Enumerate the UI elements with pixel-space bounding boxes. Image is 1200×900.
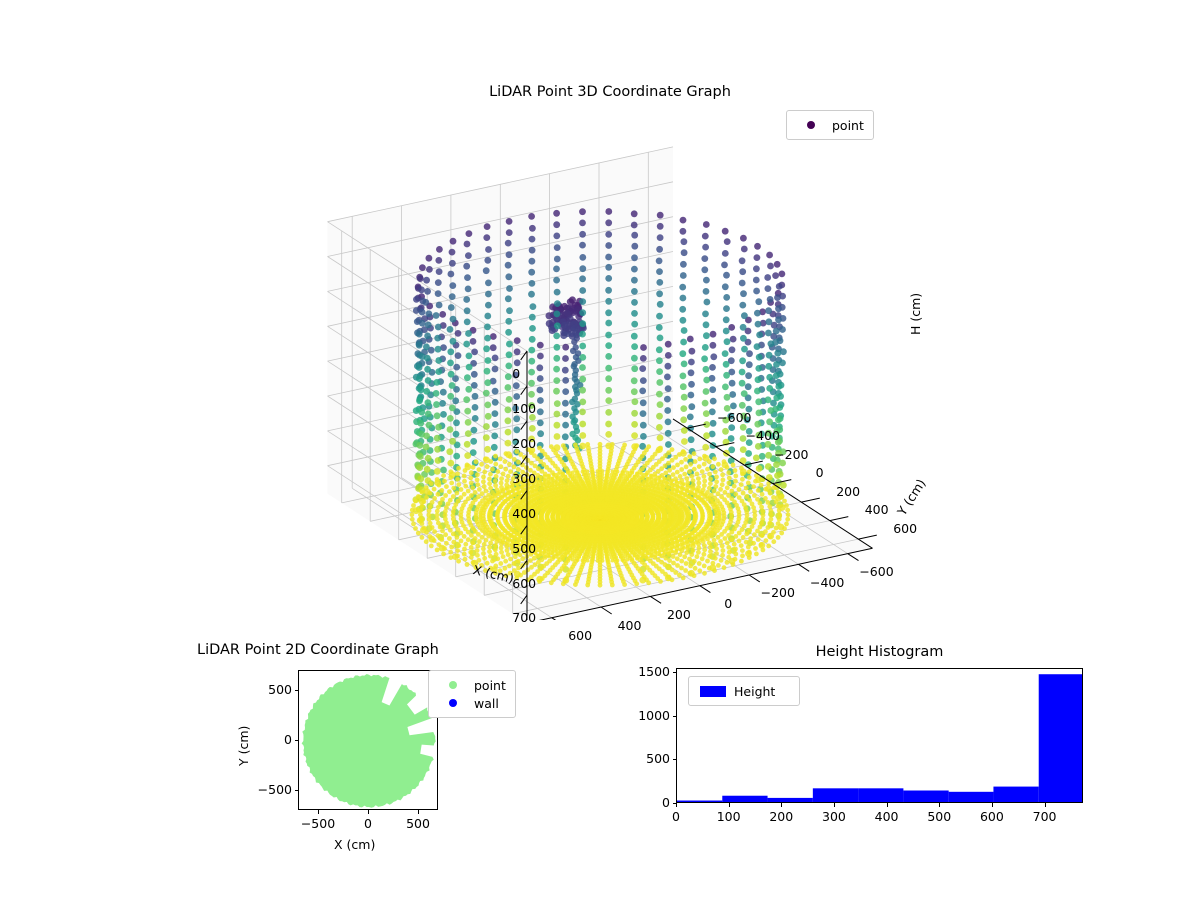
tick-label-y-2d-0: 500	[268, 682, 292, 697]
tick-label-x-2d-1: 0	[364, 816, 372, 831]
tick-label-y-2d-2: −500	[257, 782, 292, 797]
tick-y-4: 200	[666, 606, 691, 622]
tick-x-hist-4	[886, 803, 888, 807]
legend-circle-icon	[436, 699, 470, 707]
legend-item-height: Height	[696, 682, 792, 700]
panel-lidar-2d: LiDAR Point 2D Coordinate Graph X (cm) Y…	[197, 640, 540, 870]
tick-label-y-2d-1: 0	[284, 732, 292, 747]
lidar-3d-scatter-canvas	[327, 146, 877, 620]
tick-y-hist-2	[672, 715, 676, 717]
tick-x-1: −400	[745, 428, 780, 444]
tick-label-x-2d-0: −500	[300, 816, 336, 831]
tick-y-2: −200	[760, 585, 795, 601]
tick-label-x-hist-5: 500	[927, 809, 952, 824]
tick-z-4: 400	[512, 505, 537, 521]
tick-label-x-hist-7: 700	[1032, 809, 1057, 824]
tick-label-y-hist-0: 0	[662, 795, 670, 810]
legend-item-point: point	[436, 676, 508, 694]
tick-x-hist-7	[1044, 803, 1046, 807]
tick-y-2d-1	[294, 740, 298, 741]
tick-x-2d-0	[318, 810, 319, 814]
tick-z-5: 500	[512, 540, 537, 556]
tick-z-1: 100	[512, 401, 537, 417]
tick-x-hist-5	[939, 803, 941, 807]
tick-label-y-hist-1: 500	[646, 751, 670, 767]
tick-y-hist-0	[672, 803, 676, 804]
tick-y-hist-3	[672, 672, 676, 674]
legend-label: point	[832, 117, 864, 133]
tick-x-2d-1	[368, 810, 369, 814]
tick-y-2d-0	[294, 690, 298, 691]
tick-label-x-hist-4: 400	[874, 809, 899, 824]
legend-2d: point wall	[428, 670, 516, 718]
tick-x-hist-2	[781, 803, 783, 807]
panel-lidar-3d: LiDAR Point 3D Coordinate Graph point X …	[300, 84, 929, 643]
tick-z-6: 600	[512, 575, 537, 591]
tick-x-5: 400	[864, 502, 889, 518]
tick-y-0: −600	[859, 564, 894, 580]
legend-item-wall: wall	[436, 694, 508, 712]
tick-x-hist-1	[728, 803, 730, 807]
tick-x-2: −200	[774, 446, 809, 462]
legend-circle-icon	[794, 121, 828, 129]
axis-label-x-2d: X (cm)	[334, 837, 376, 852]
tick-label-x-hist-3: 300	[822, 809, 846, 824]
tick-label-x-hist-2: 200	[769, 809, 794, 824]
tick-label-y-hist-3: 1500	[638, 664, 670, 680]
axis-label-z-3d: H (cm)	[908, 292, 923, 335]
tick-y-1: −400	[809, 574, 845, 590]
tick-label-x-hist-0: 0	[672, 809, 680, 824]
panel-hist-title: Height Histogram	[815, 644, 944, 660]
tick-y-2d-2	[294, 790, 298, 791]
lidar-2d-plot-area	[298, 670, 438, 810]
legend-label: wall	[474, 695, 499, 711]
tick-label-x-hist-6: 600	[979, 809, 1004, 824]
tick-x-hist-0	[676, 803, 677, 807]
legend-3d: point	[786, 110, 874, 140]
panel-2d-title: LiDAR Point 2D Coordinate Graph	[197, 642, 439, 658]
tick-z-0: 0	[512, 366, 521, 382]
tick-x-6: 600	[893, 520, 918, 536]
panel-3d-title: LiDAR Point 3D Coordinate Graph	[489, 84, 731, 100]
tick-z-2: 200	[512, 436, 537, 452]
tick-z-7: 700	[512, 610, 537, 626]
legend-label: Height	[734, 683, 776, 699]
tick-y-5: 400	[617, 617, 642, 633]
tick-label-y-hist-2: 1000	[638, 707, 670, 723]
legend-item-point: point	[794, 116, 866, 134]
tick-label-x-hist-1: 100	[716, 809, 741, 824]
tick-x-2d-2	[418, 810, 419, 814]
tick-y-hist-1	[672, 759, 676, 761]
legend-histogram: Height	[688, 676, 800, 706]
legend-patch-icon	[696, 685, 730, 697]
tick-y-3: 0	[724, 596, 733, 612]
tick-label-x-2d-2: 500	[406, 816, 430, 831]
tick-z-3: 300	[512, 471, 537, 487]
panel-height-histogram: Height Histogram Height 0 100 200 300 400 500…	[620, 640, 1100, 840]
tick-x-3: 0	[815, 465, 824, 481]
tick-x-4: 200	[836, 483, 861, 499]
tick-x-hist-6	[991, 803, 993, 807]
tick-x-hist-3	[833, 803, 835, 807]
legend-circle-icon	[436, 681, 470, 689]
tick-x-0: −600	[717, 409, 752, 425]
legend-label: point	[474, 677, 506, 693]
tick-y-6: 600	[568, 628, 593, 644]
